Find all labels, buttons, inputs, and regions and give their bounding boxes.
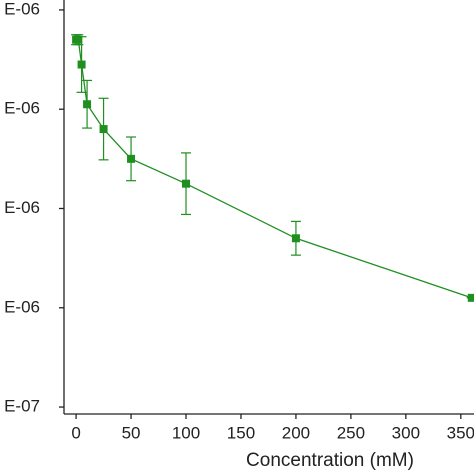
x-tick-label: 50 bbox=[122, 423, 141, 442]
point bbox=[74, 35, 83, 44]
point bbox=[291, 234, 300, 243]
x-tick-label: 300 bbox=[392, 423, 420, 442]
y-tick-label: E-06 bbox=[4, 0, 40, 18]
x-tick-label: 250 bbox=[337, 423, 365, 442]
y-tick-label: E-06 bbox=[4, 198, 40, 217]
y-tick-label: E-06 bbox=[4, 99, 40, 118]
x-tick-label: 100 bbox=[172, 423, 200, 442]
x-tick-label: 350 bbox=[447, 423, 474, 442]
x-axis-label: Concentration (mM) bbox=[246, 450, 414, 471]
point bbox=[182, 179, 191, 188]
point bbox=[99, 125, 108, 134]
x-tick-label: 200 bbox=[282, 423, 310, 442]
x-tick-label: 150 bbox=[227, 423, 255, 442]
point bbox=[467, 293, 474, 302]
x-tick-label: 0 bbox=[71, 423, 80, 442]
series-line bbox=[76, 39, 473, 299]
y-tick-label: E-06 bbox=[4, 297, 40, 316]
plot-area bbox=[71, 34, 474, 302]
point bbox=[83, 100, 92, 109]
y-tick-label: E-07 bbox=[4, 397, 40, 416]
point bbox=[127, 154, 136, 163]
point bbox=[77, 60, 86, 69]
